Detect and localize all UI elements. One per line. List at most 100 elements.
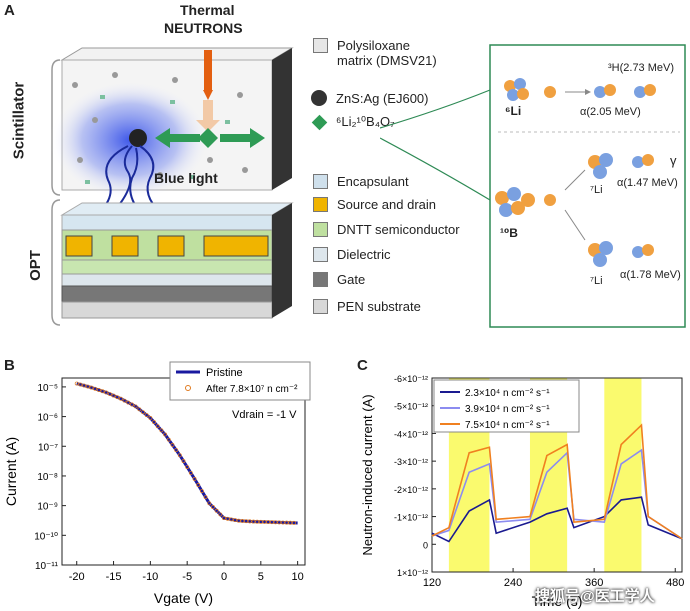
x-tick-label: 0 (221, 571, 227, 583)
legend-label-0: 2.3×10⁴ n cm⁻² s⁻¹ (465, 388, 550, 399)
lbo-crystal-icon (311, 114, 328, 130)
x-tick-label: 5 (258, 571, 264, 583)
alpha1-label: α(2.05 MeV) (580, 106, 641, 118)
series-after-point (89, 385, 94, 390)
series-after-point (211, 505, 215, 509)
legend-label-1: 3.9×10⁴ n cm⁻² s⁻¹ (465, 404, 550, 415)
series-after-point (174, 448, 179, 452)
y-axis-label: Neutron-induced current (A) (360, 394, 375, 555)
legend-after-swatch (185, 385, 191, 391)
series-after-point (82, 383, 87, 388)
x-axis-label: Time (s) (532, 593, 583, 609)
h3-label: ³H(2.73 MeV) (608, 62, 675, 74)
series-after-point (177, 453, 182, 458)
panel-c-letter: C (357, 357, 368, 374)
series-pristine-line (76, 382, 298, 525)
series-after-point (233, 518, 237, 523)
y-tick-label: 1×10⁻¹² (397, 568, 428, 578)
panel-b-letter: B (4, 357, 15, 374)
opt-label: OPT (26, 250, 44, 281)
y-tick-label: 10⁻⁵ (37, 383, 58, 394)
legend-box (169, 361, 311, 401)
series-after-point (141, 410, 145, 415)
alpha3-label: α(1.78 MeV) (620, 269, 681, 281)
neutron-label-1: Thermal (180, 2, 235, 18)
series-after-point (236, 518, 241, 523)
b10-nucleus (495, 187, 535, 217)
y-tick-label: -4×10⁻¹² (394, 429, 428, 439)
series-after-point (166, 437, 171, 442)
series-after-point (199, 489, 204, 494)
x-tick-label: 10 (292, 571, 304, 583)
series-after-point (126, 400, 131, 405)
neutron-current-chart: 120 240 360 480 -6×10⁻¹² -5×10⁻¹² -4×10⁻¹² -3×1… (360, 374, 684, 609)
series-after-point (96, 388, 101, 392)
legend-item-encapsulant: Encapsulant (313, 174, 409, 189)
series-after-point (251, 519, 256, 524)
series-after-point (130, 402, 134, 407)
exposure-window (604, 378, 642, 572)
series-after-point (181, 459, 186, 464)
series-after-point (280, 520, 285, 525)
reaction-diagram (380, 44, 686, 328)
series-after-point (170, 442, 175, 447)
series-after-point (196, 482, 201, 487)
y-axis-label: Current (A) (3, 437, 19, 506)
series-after-point (122, 398, 127, 403)
y-tick-label: 10⁻¹⁰ (34, 531, 58, 542)
y-tick-label: -5×10⁻¹² (394, 402, 428, 412)
y-tick-label: -6×10⁻¹² (394, 374, 428, 384)
series-after-point (255, 519, 260, 524)
b10-label: ¹⁰B (500, 226, 518, 240)
series-after-point (203, 495, 208, 500)
series-after-point (192, 476, 197, 481)
zns-particle-icon (311, 90, 327, 106)
legend-label-2: 7.5×10⁴ n cm⁻² s⁻¹ (465, 420, 550, 431)
series-after-point (148, 415, 153, 420)
panel-a-letter: A (4, 2, 15, 19)
series-after-point (137, 407, 142, 412)
legend-item-dielectric: Dielectric (313, 247, 390, 262)
series-after-point (85, 384, 90, 389)
legend-item-gate: Gate (313, 272, 365, 287)
y-tick-label: 10⁻⁸ (37, 472, 58, 483)
li6-nucleus (504, 78, 529, 101)
series-after-point (118, 396, 123, 401)
transfer-curve-chart: -20 -15 -10 -5 0 5 10 10⁻⁵ 10⁻⁶ 10⁻⁷ 10⁻⁸ 10⁻⁹ 10⁻¹⁰… (3, 361, 311, 606)
x-tick-label: 240 (504, 577, 522, 589)
series-after-point (207, 501, 212, 506)
legend-item-polysiloxane: Polysiloxane matrix (DMSV21) (313, 38, 437, 68)
series-after-point (277, 520, 282, 525)
series-after-point (185, 465, 190, 469)
series-after-point (163, 432, 168, 437)
legend-item-dntt: DNTT semiconductor (313, 222, 460, 237)
series-after-point (152, 420, 156, 425)
series-after-point (244, 519, 249, 524)
y-tick-label: 10⁻⁷ (38, 442, 58, 453)
neutron-label-2: NEUTRONS (164, 20, 243, 36)
x-tick-label: -20 (69, 571, 85, 583)
x-tick-label: -10 (142, 571, 158, 583)
series-line-0 (431, 496, 683, 543)
plot-frame (431, 377, 683, 573)
x-tick-label: -15 (106, 571, 122, 583)
x-tick-label: -5 (182, 571, 192, 583)
series-after-point (269, 520, 274, 525)
series-after-point (93, 386, 98, 391)
y-tick-label: -2×10⁻¹² (394, 485, 428, 495)
li6-label: ⁶Li (505, 104, 522, 118)
series-after-point (111, 393, 116, 398)
series-after-point (100, 389, 105, 394)
legend-pristine-label: Pristine (206, 367, 243, 379)
x-tick-label: 120 (423, 577, 441, 589)
series-after-point (288, 520, 293, 525)
series-after-point (247, 519, 252, 524)
series-after-point (214, 508, 219, 513)
x-tick-label: 360 (585, 577, 603, 589)
scintillator-label: Scintillator (10, 81, 28, 160)
y-tick-label: -1×10⁻¹² (394, 513, 428, 523)
series-after-point (107, 392, 112, 396)
series-line-2 (431, 423, 683, 540)
li7a-label: ⁷Li (590, 184, 603, 196)
legend-item-source-drain: Source and drain (313, 197, 436, 212)
